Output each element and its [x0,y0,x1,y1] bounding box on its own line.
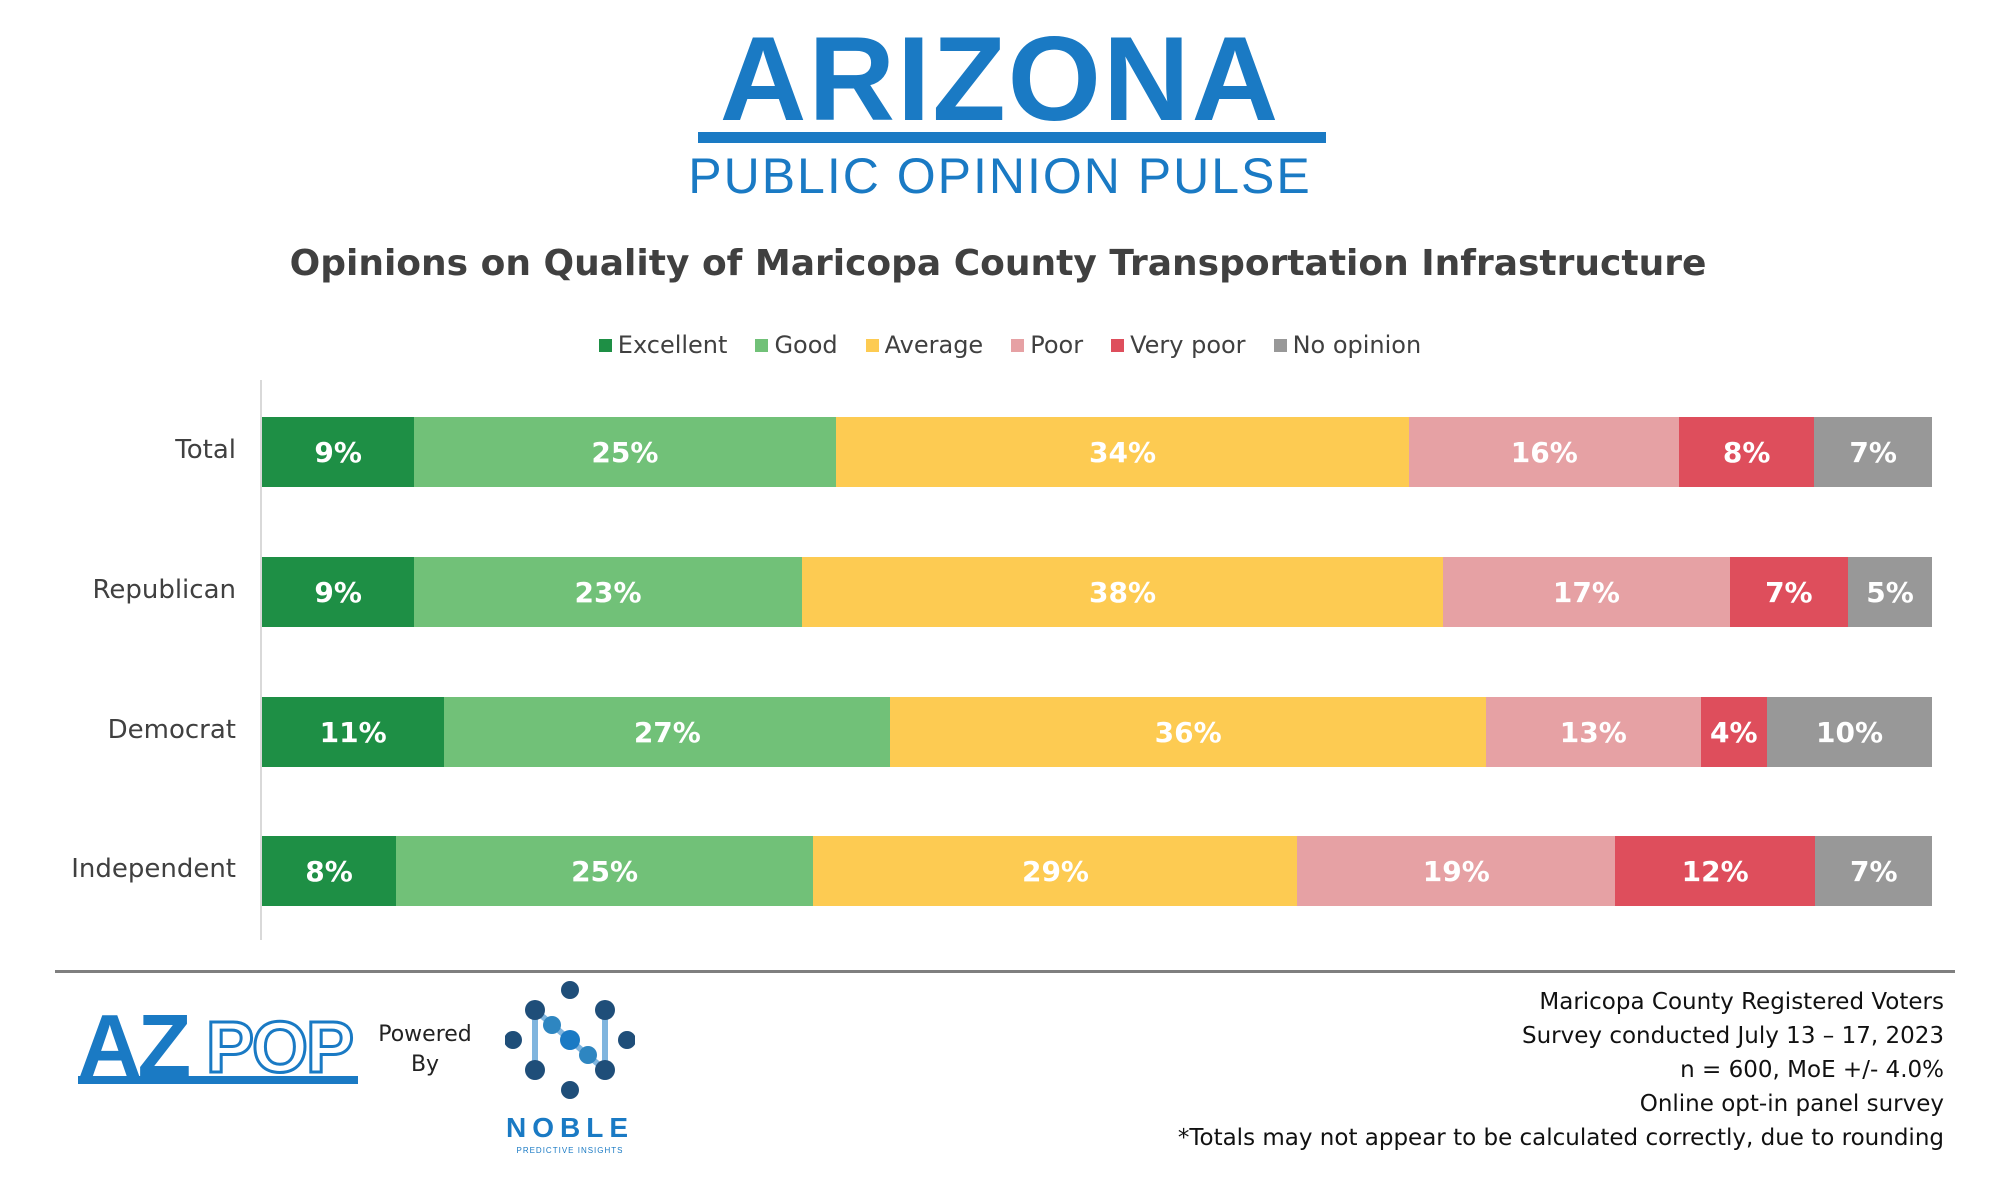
data-label: 25% [571,854,639,888]
legend-swatch [1011,338,1025,352]
bar-segment: 19% [1297,836,1616,906]
data-label: 7% [1765,575,1813,609]
data-label: 34% [1089,435,1157,469]
data-label: 29% [1021,854,1089,888]
category-label: Total [175,435,236,465]
powered-line-2: By [410,1052,440,1077]
bar-segment: 9% [262,557,415,627]
bar-segment: 10% [1766,697,1933,767]
bar-segment: 23% [413,557,803,627]
bar-segment: 25% [413,417,837,487]
data-label: 38% [1089,575,1157,609]
data-label: 9% [314,435,362,469]
bar-segment: 7% [1813,417,1933,487]
bar-segment: 29% [813,836,1298,906]
bar-segment: 16% [1409,417,1680,487]
bar-segment: 8% [1678,417,1815,487]
data-label: 8% [1722,435,1771,469]
bar-segment: 4% [1700,697,1768,767]
chart-title: Opinions on Quality of Maricopa County T… [289,243,1707,284]
legend-item-good: Good [755,327,838,363]
bar-segment: 8% [262,836,397,906]
bar-segment: 5% [1847,557,1933,627]
footer-divider [55,970,1955,973]
legend-label: Excellent [617,331,728,359]
bar-segment: 27% [443,697,891,767]
data-label: 9% [314,575,362,609]
legend-label: No opinion [1292,331,1422,359]
chart-legend: Excellent Good Average Poor Very poor No opin… [0,327,2000,363]
data-label: 11% [319,715,387,749]
legend-label: Good [774,331,838,359]
azpop-logo-bar [78,1076,358,1084]
note-rounding: *Totals may not appear to be calculated … [1177,1125,1944,1151]
legend-item-average: Average [865,327,984,363]
bar-segment: 7% [1729,557,1849,627]
bar-segment: 38% [801,557,1444,627]
data-label: 13% [1559,715,1627,749]
stacked-bar-chart: Total 9% 25% 34% 16% 8% 7% Republican 9% 23% 38% 17… [0,370,2000,940]
bar-segment: 7% [1815,836,1933,906]
legend-label: Average [884,331,984,359]
legend-label: Poor [1030,331,1084,359]
note-sample: n = 600, MoE +/- 4.0% [1680,1057,1944,1083]
data-label: 7% [1850,854,1898,888]
legend-item-excellent: Excellent [598,327,728,363]
data-label: 12% [1681,854,1749,888]
data-label: 17% [1552,575,1620,609]
legend-label: Very poor [1130,331,1246,359]
bar-segment: 34% [835,417,1410,487]
bar-segment: 36% [890,697,1487,767]
bar-segment: 13% [1485,697,1701,767]
data-label: 7% [1849,435,1897,469]
legend-swatch [865,338,879,352]
noble-network-icon [505,981,635,1099]
bar-segment: 11% [262,697,445,767]
data-label: 25% [591,435,659,469]
header: ARIZONA PUBLIC OPINION PULSE [0,0,2000,215]
azpop-logo: AZ POP [78,998,358,1094]
note-population: Maricopa County Registered Voters [1539,989,1944,1015]
legend-swatch [598,338,612,352]
bar-segment: 25% [395,836,814,906]
brand-underline [698,132,1326,143]
legend-swatch [755,338,769,352]
data-label: 16% [1510,435,1578,469]
powered-line-1: Powered [378,1022,472,1047]
legend-item-no-opinion: No opinion [1273,327,1422,363]
survey-notes: Maricopa County Registered Voters Survey… [1178,985,1944,1155]
noble-wordmark: NOBLE [506,1112,634,1143]
data-label: 8% [305,854,353,888]
bar-segment: 17% [1442,557,1731,627]
data-label: 10% [1816,715,1884,749]
azpop-logo-pop: POP [204,1007,355,1090]
note-method: Online opt-in panel survey [1639,1091,1944,1117]
note-dates: Survey conducted July 13 – 17, 2023 [1522,1023,1944,1049]
category-label: Republican [92,575,236,605]
legend-swatch [1273,338,1287,352]
data-label: 5% [1866,575,1914,609]
noble-tagline: PREDICTIVE INSIGHTS [516,1146,624,1155]
brand-subtitle: PUBLIC OPINION PULSE [688,148,1312,204]
legend-item-poor: Poor [1011,327,1083,363]
data-label: 23% [574,575,642,609]
legend-swatch [1111,338,1125,352]
bar-segment: 12% [1614,836,1816,906]
bar-segment: 9% [262,417,415,487]
category-label: Independent [71,854,236,884]
data-label: 36% [1154,715,1222,749]
category-label: Democrat [107,715,236,745]
brand-title: ARIZONA [719,12,1281,146]
powered-by-text: Powered By [370,1020,480,1080]
legend-item-very-poor: Very poor [1111,327,1246,363]
data-label: 27% [633,715,701,749]
data-label: 4% [1710,715,1758,749]
data-label: 19% [1422,854,1490,888]
category-axis-line [260,380,262,940]
